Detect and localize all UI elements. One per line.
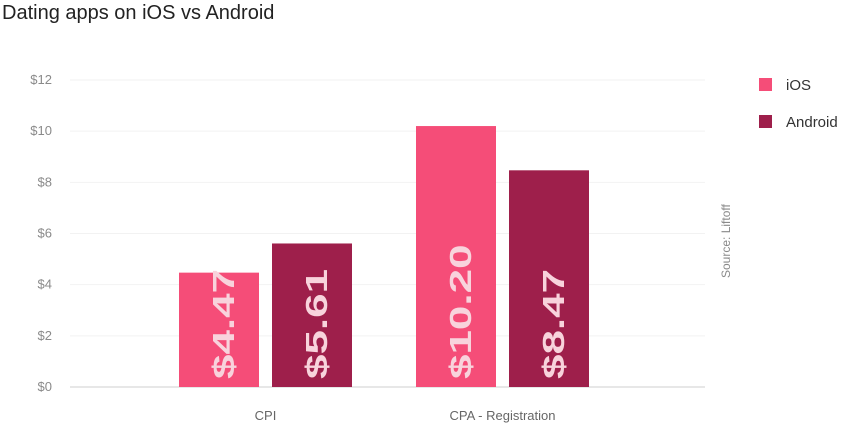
bar-value-label: $4.47 xyxy=(207,269,241,379)
bar-ios xyxy=(416,126,496,388)
legend-swatch-ios xyxy=(759,78,772,91)
y-tick-label: $4 xyxy=(38,277,52,292)
bar-value-label: $10.20 xyxy=(444,244,478,379)
source-label: Source: Liftoff xyxy=(719,204,733,278)
bar-value-label: $5.61 xyxy=(300,269,334,379)
bar-android xyxy=(509,170,589,387)
y-tick-label: $0 xyxy=(38,379,52,394)
y-tick-label: $6 xyxy=(38,226,52,241)
x-category-label: CPA - Registration xyxy=(450,408,556,423)
bar-ios xyxy=(179,272,259,387)
chart-title: Dating apps on iOS vs Android xyxy=(2,2,275,24)
legend-label-android: Android xyxy=(786,114,838,131)
y-tick-label: $12 xyxy=(30,72,52,87)
legend-swatch-android xyxy=(759,115,772,128)
y-tick-label: $10 xyxy=(30,123,52,138)
bar-android xyxy=(272,243,352,387)
bar-value-label: $8.47 xyxy=(537,269,571,379)
y-tick-label: $8 xyxy=(38,174,52,189)
legend-label-ios: iOS xyxy=(786,77,811,94)
x-category-label: CPI xyxy=(255,408,277,423)
y-tick-label: $2 xyxy=(38,328,52,343)
